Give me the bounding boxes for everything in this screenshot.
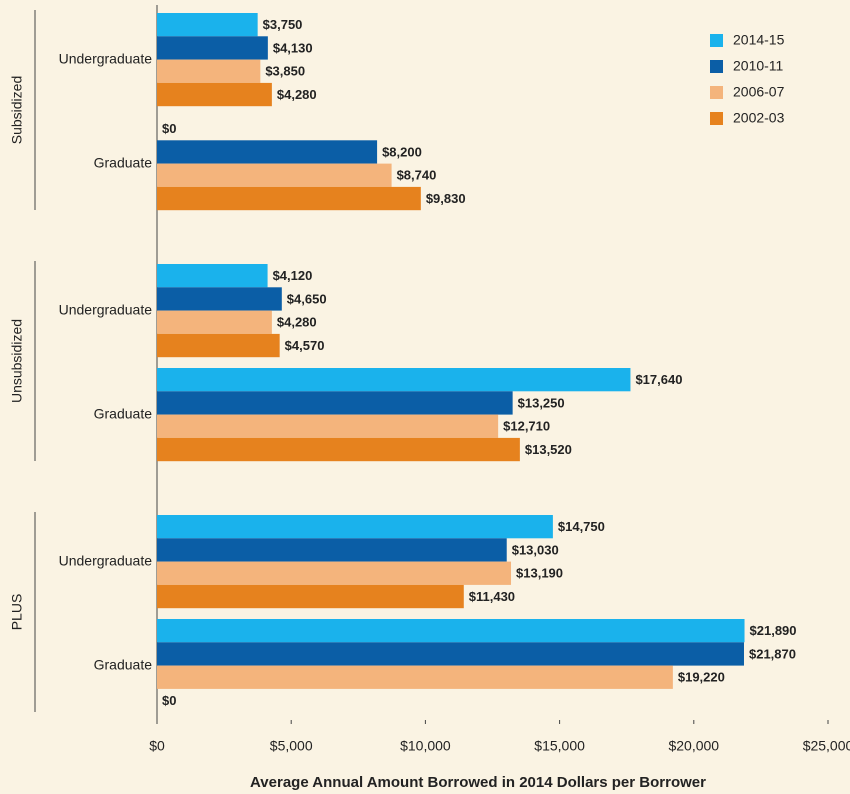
value-label: $4,280 — [277, 87, 317, 102]
value-label: $4,280 — [277, 315, 317, 330]
bar — [157, 333, 280, 358]
value-label: $11,430 — [469, 589, 515, 604]
bar — [157, 82, 272, 107]
bar — [157, 584, 464, 609]
group-label: Unsubsidized — [9, 319, 25, 403]
x-tick-label: $25,000 — [803, 738, 850, 754]
value-label: $21,890 — [750, 623, 797, 638]
bar — [157, 310, 272, 334]
bar — [157, 414, 499, 438]
x-tick-label: $0 — [149, 738, 165, 754]
x-tick-label: $15,000 — [534, 738, 585, 754]
legend-swatch — [710, 112, 723, 125]
bar — [157, 264, 268, 288]
category-label: Undergraduate — [59, 301, 153, 317]
bar — [157, 561, 512, 585]
category-label: Undergraduate — [59, 50, 153, 66]
category-label: Graduate — [94, 405, 153, 421]
x-axis-label: Average Annual Amount Borrowed in 2014 D… — [250, 774, 706, 791]
value-label: $13,250 — [518, 395, 565, 410]
value-label: $21,870 — [749, 646, 796, 661]
value-label: $4,570 — [285, 338, 325, 353]
value-label: $13,030 — [512, 542, 559, 557]
value-label: $17,640 — [635, 372, 682, 387]
bar — [157, 59, 261, 83]
legend-label: 2006-07 — [733, 84, 785, 100]
bar — [157, 186, 421, 211]
bar — [157, 13, 258, 37]
value-label: $4,130 — [273, 40, 313, 55]
bar — [157, 391, 513, 415]
legend-label: 2014-15 — [733, 32, 785, 48]
value-label: $3,750 — [263, 17, 303, 32]
value-label: $3,850 — [265, 64, 305, 79]
group-label: PLUS — [9, 594, 25, 631]
bar — [157, 515, 553, 539]
group-label: Subsidized — [9, 76, 25, 145]
value-label: $19,220 — [678, 670, 725, 685]
value-label: $12,710 — [503, 419, 550, 434]
bar — [157, 642, 744, 666]
bar — [157, 36, 268, 60]
legend-swatch — [710, 60, 723, 73]
bar — [157, 140, 378, 164]
legend-swatch — [710, 34, 723, 47]
x-tick-label: $5,000 — [270, 738, 313, 754]
x-tick-label: $10,000 — [400, 738, 451, 754]
legend-swatch — [710, 86, 723, 99]
value-label: $8,200 — [382, 144, 422, 159]
bar — [157, 437, 520, 462]
bar — [157, 665, 673, 689]
value-label: $4,650 — [287, 291, 327, 306]
value-label: $9,830 — [426, 191, 466, 206]
value-label: $0 — [162, 121, 176, 136]
category-label: Graduate — [94, 656, 153, 672]
category-label: Undergraduate — [59, 552, 153, 568]
legend-label: 2002-03 — [733, 110, 785, 126]
x-tick-label: $20,000 — [668, 738, 719, 754]
value-label: $13,520 — [525, 442, 572, 457]
value-label: $14,750 — [558, 519, 605, 534]
bar — [157, 163, 392, 187]
value-label: $8,740 — [397, 168, 437, 183]
legend-label: 2010-11 — [733, 58, 784, 74]
bar — [157, 368, 631, 392]
category-label: Graduate — [94, 154, 153, 170]
bar — [157, 538, 507, 562]
value-label: $4,120 — [273, 268, 313, 283]
bar — [157, 287, 282, 311]
value-label: $13,190 — [516, 566, 563, 581]
value-label: $0 — [162, 693, 176, 708]
bar — [157, 619, 745, 643]
